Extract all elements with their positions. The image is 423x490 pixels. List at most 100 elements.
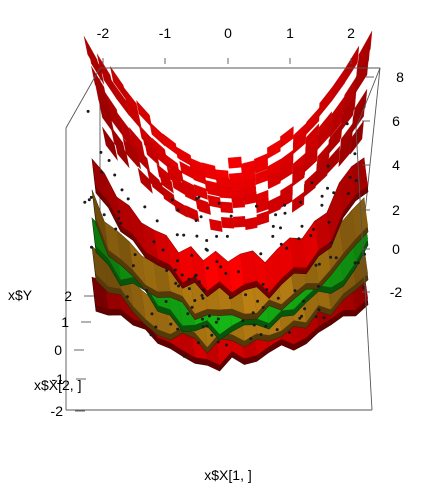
surface-facet [315,160,329,187]
surface-facet [339,210,356,254]
data-point [249,337,253,341]
surface-facet [102,126,118,161]
data-point [251,311,255,315]
data-point [204,247,208,251]
data-point [254,204,258,208]
data-point [190,305,194,309]
data-point [161,248,165,252]
data-point [363,252,366,256]
data-point [194,219,198,222]
data-point [202,288,206,292]
data-point [175,233,179,237]
plot-box-front-edges [65,67,381,411]
data-point [312,227,315,231]
data-point [205,239,209,242]
data-point [155,219,159,223]
data-point [201,317,204,321]
z-tick-label: 2 [392,202,400,218]
data-point [219,265,223,269]
data-point [182,233,186,237]
data-point [354,179,358,183]
surface-facet [87,45,105,85]
z-tick-label: 4 [392,157,400,173]
data-point [133,253,137,257]
surface-facet [129,241,146,285]
data-point [114,227,118,231]
data-point [201,325,205,329]
surface-facet [219,201,234,214]
data-point [310,181,314,185]
data-point [165,269,169,272]
data-point [125,295,129,299]
surface-facet [218,186,233,199]
data-point [265,288,269,292]
data-point [317,308,321,312]
data-point [252,323,256,327]
surface-facet [231,196,246,209]
y-tick-label: 2 [64,288,72,304]
x-tick-label: -1 [159,25,172,41]
data-point [216,340,220,344]
data-point [170,198,174,202]
data-point [90,245,93,249]
surface-facet [129,205,146,252]
surface-facet [280,189,293,209]
data-point [107,159,111,162]
data-point [215,234,219,238]
surface-facet [240,283,257,314]
data-point [193,299,197,302]
data-point [229,214,233,218]
data-point [186,312,190,316]
surface-facet [137,167,153,194]
data-point [210,333,214,337]
data-point [197,195,201,199]
surface-facet [351,197,368,239]
surface-facet [289,237,307,268]
data-point [176,327,180,331]
surface-facet [116,197,134,235]
data-point [283,211,287,215]
data-point [126,197,130,201]
surface-facet [190,246,208,291]
data-point [182,354,186,358]
surface-facet [159,171,174,194]
surface-facet [104,173,121,226]
data-point [241,319,245,323]
data-point [176,259,179,263]
z-tick-label: 8 [396,69,404,85]
surface-facet [197,199,211,215]
surface-facet [304,146,318,173]
x-tick-label: 0 [224,25,232,41]
surface-facet [244,216,258,231]
data-point [177,284,180,288]
data-point [275,328,279,332]
data-point [215,260,219,264]
z-tick-label: 6 [392,113,400,129]
surface-facet [326,183,344,242]
data-point [89,195,93,199]
data-point [259,252,263,256]
surface-facet [314,212,331,251]
data-point [264,324,268,328]
data-point [99,150,103,154]
surface-facet [268,197,281,215]
data-point [299,200,303,204]
surface-facet [104,221,121,259]
surface-facet [92,246,109,287]
data-point [187,277,191,281]
surface-facet [267,139,281,159]
z-axis-ticks: -2 0 2 4 6 8 [362,69,404,300]
surface-facet [252,250,270,293]
data-point [261,282,265,286]
data-point [293,289,297,293]
data-point [362,286,366,290]
data-point [353,152,357,156]
surface-facet [144,140,160,167]
data-point [201,296,205,300]
data-point [119,221,123,225]
data-point [317,262,321,266]
surface-facet [215,251,232,293]
data-point [259,333,263,336]
surface-facet [92,159,109,202]
data-point [334,256,338,260]
